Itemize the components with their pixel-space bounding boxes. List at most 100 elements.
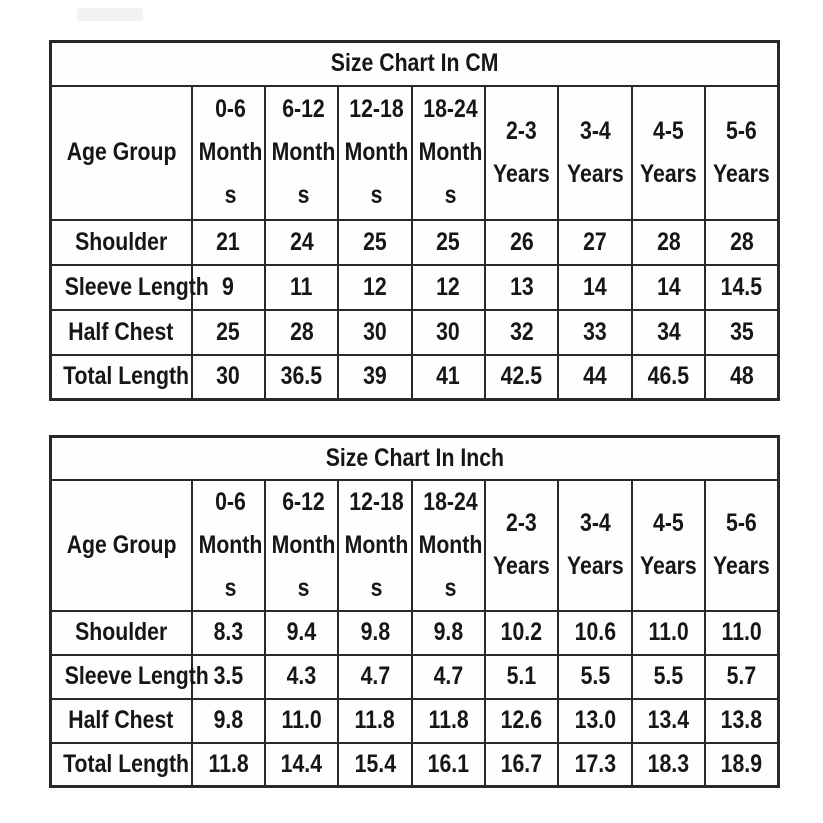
value-cell: 9.8: [190, 697, 266, 744]
value-cell: 14.5: [704, 263, 780, 311]
row-label: Sleeve Length: [49, 263, 209, 311]
value-cell: 30: [337, 308, 413, 356]
column-header: 12-18 Month s: [337, 84, 413, 221]
value-cell: 13: [483, 263, 560, 311]
value-cell: 39: [337, 353, 413, 401]
table-body: Shoulder 8.3 9.4 9.8 9.8 10.2 10.6 11.0 11.0 Slee…: [49, 609, 780, 788]
value-cell: 11.8: [190, 741, 266, 788]
value-cell: 5.5: [557, 653, 633, 700]
size-chart-inch-table: Size Chart In Inch Age Group 0-6 Month s 6-1…: [49, 435, 780, 788]
value-cell: 24: [263, 218, 340, 266]
table-title-text: Size Chart In CM: [330, 49, 499, 78]
value-cell: 28: [630, 218, 707, 266]
value-cell: 14: [557, 263, 633, 311]
header-row: Age Group 0-6 Month s 6-12 Month s 12-18 Month s 1…: [49, 478, 780, 612]
value-cell: 11: [263, 263, 340, 311]
value-cell: 30: [190, 353, 266, 401]
value-cell: 12: [410, 263, 487, 311]
title-row: Size Chart In CM: [49, 40, 780, 87]
column-header: 18-24 Month s: [410, 478, 487, 612]
row-label: Half Chest: [49, 308, 193, 356]
column-header: 18-24 Month s: [410, 84, 487, 221]
value-cell: 4.7: [410, 653, 487, 700]
row-label: Shoulder: [49, 609, 193, 656]
value-cell: 10.6: [557, 609, 633, 656]
column-header: 0-6 Month s: [190, 478, 266, 612]
value-cell: 9: [190, 263, 266, 311]
column-header: Age Group: [49, 478, 193, 612]
value-cell: 28: [704, 218, 780, 266]
value-cell: 12.6: [483, 697, 560, 744]
value-cell: 9.4: [263, 609, 340, 656]
value-cell: 33: [557, 308, 633, 356]
value-cell: 18.3: [630, 741, 707, 788]
value-cell: 13.4: [630, 697, 707, 744]
value-cell: 15.4: [337, 741, 413, 788]
row-label: Sleeve Length: [49, 653, 209, 700]
value-cell: 5.1: [483, 653, 560, 700]
value-cell: 34: [630, 308, 707, 356]
value-cell: 36.5: [263, 353, 340, 401]
value-cell: 26: [483, 218, 560, 266]
value-cell: 8.3: [190, 609, 266, 656]
value-cell: 4.3: [263, 653, 340, 700]
value-cell: 16.1: [410, 741, 487, 788]
value-cell: 28: [263, 308, 340, 356]
value-cell: 48: [704, 353, 780, 401]
row-label: Total Length: [49, 741, 193, 788]
table-title-inch: Size Chart In Inch: [49, 435, 780, 481]
row-label: Half Chest: [49, 697, 193, 744]
value-cell: 3.5: [190, 653, 266, 700]
table-row: Shoulder 21 24 25 25 26 27 28 28: [49, 218, 780, 266]
column-header: 5-6 Years: [704, 478, 780, 612]
column-header: 3-4 Years: [557, 84, 633, 221]
table-row: Half Chest 9.8 11.0 11.8 11.8 12.6 13.0 13.4 13.…: [49, 697, 780, 744]
column-header: 6-12 Month s: [263, 84, 340, 221]
value-cell: 46.5: [630, 353, 707, 401]
column-header: Age Group: [49, 84, 193, 221]
table-row: Shoulder 8.3 9.4 9.8 9.8 10.2 10.6 11.0 11.0: [49, 609, 780, 656]
value-cell: 44: [557, 353, 633, 401]
value-cell: 14.4: [263, 741, 340, 788]
value-cell: 17.3: [557, 741, 633, 788]
value-cell: 35: [704, 308, 780, 356]
value-cell: 9.8: [337, 609, 413, 656]
value-cell: 27: [557, 218, 633, 266]
table-row: Sleeve Length 9 11 12 12 13 14 14 14.5: [49, 263, 780, 311]
column-header: 2-3 Years: [483, 478, 560, 612]
value-cell: 32: [483, 308, 560, 356]
column-header: 0-6 Month s: [190, 84, 266, 221]
value-cell: 5.5: [630, 653, 707, 700]
value-cell: 18.9: [704, 741, 780, 788]
table-row: Total Length 11.8 14.4 15.4 16.1 16.7 17.3 18.3…: [49, 741, 780, 788]
table-body: Shoulder 21 24 25 25 26 27 28 28 Sleeve Length 9 11…: [49, 218, 780, 401]
value-cell: 13.8: [704, 697, 780, 744]
title-row: Size Chart In Inch: [49, 435, 780, 481]
faded-logo-watermark: [77, 8, 143, 21]
value-cell: 11.8: [410, 697, 487, 744]
table-title-cm: Size Chart In CM: [49, 40, 780, 87]
row-label: Shoulder: [49, 218, 193, 266]
table-row: Sleeve Length 3.5 4.3 4.7 4.7 5.1 5.5 5.5 5.7: [49, 653, 780, 700]
column-header: 12-18 Month s: [337, 478, 413, 612]
value-cell: 12: [337, 263, 413, 311]
table-row: Half Chest 25 28 30 30 32 33 34 35: [49, 308, 780, 356]
table-row: Total Length 30 36.5 39 41 42.5 44 46.5 48: [49, 353, 780, 401]
value-cell: 5.7: [704, 653, 780, 700]
value-cell: 30: [410, 308, 487, 356]
value-cell: 13.0: [557, 697, 633, 744]
value-cell: 10.2: [483, 609, 560, 656]
value-cell: 25: [337, 218, 413, 266]
value-cell: 42.5: [483, 353, 560, 401]
value-cell: 11.8: [337, 697, 413, 744]
column-header: 6-12 Month s: [263, 478, 340, 612]
value-cell: 21: [190, 218, 266, 266]
column-header: 4-5 Years: [630, 478, 707, 612]
row-label: Total Length: [49, 353, 193, 401]
size-chart-cm-table: Size Chart In CM Age Group 0-6 Month s 6-12 M…: [49, 40, 780, 401]
column-header: 2-3 Years: [483, 84, 560, 221]
value-cell: 41: [410, 353, 487, 401]
column-header: 4-5 Years: [630, 84, 707, 221]
value-cell: 14: [630, 263, 707, 311]
